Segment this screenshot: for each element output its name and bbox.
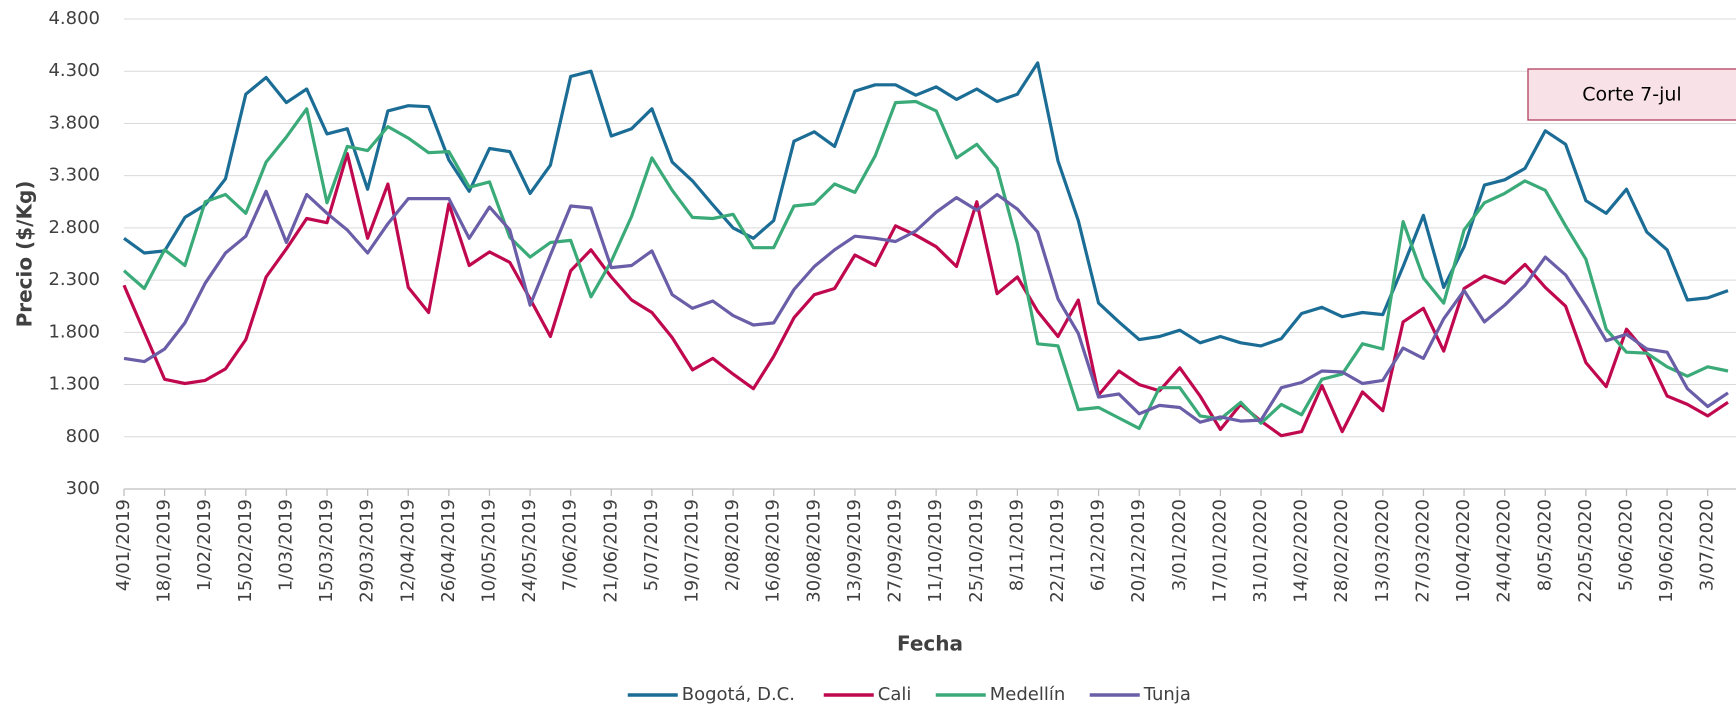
x-tick-label: 4/01/2019 [113, 499, 134, 591]
x-tick-label: 5/07/2019 [641, 499, 662, 591]
x-tick-label: 3/01/2020 [1169, 499, 1190, 591]
x-tick-label: 24/04/2020 [1494, 499, 1515, 603]
legend-label: Tunja [1143, 684, 1191, 705]
series-line [122, 99, 1729, 430]
x-tick-label: 1/02/2019 [194, 499, 215, 591]
x-tick-label: 8/05/2020 [1534, 499, 1555, 591]
x-tick-label: 10/05/2019 [478, 499, 499, 603]
x-tick-label: 19/07/2019 [682, 499, 703, 603]
series-line [122, 152, 1729, 438]
y-tick-label: 4.300 [48, 60, 100, 81]
y-axis-title: Precio ($/Kg) [13, 181, 37, 328]
x-tick-label: 19/06/2020 [1656, 499, 1677, 603]
x-tick-label: 5/06/2020 [1615, 499, 1636, 591]
x-tick-label: 30/08/2019 [803, 499, 824, 603]
x-tick-label: 6/12/2019 [1088, 499, 1109, 591]
x-tick-label: 14/02/2020 [1291, 499, 1312, 603]
x-tick-label: 3/07/2020 [1697, 499, 1718, 591]
y-tick-label: 1.300 [48, 374, 100, 395]
x-tick-label: 22/11/2019 [1047, 499, 1068, 603]
legend-label: Bogotá, D.C. [682, 684, 795, 705]
x-tick-label: 16/08/2019 [763, 499, 784, 603]
y-tick-label: 1.800 [48, 321, 100, 342]
series-line [123, 189, 1729, 424]
x-tick-label: 1/03/2019 [275, 499, 296, 591]
x-tick-label: 18/01/2019 [154, 499, 175, 603]
x-tick-label: 8/11/2019 [1006, 499, 1027, 591]
x-tick-label: 10/04/2020 [1453, 499, 1474, 603]
x-tick-label: 29/03/2019 [357, 499, 378, 603]
y-tick-label: 2.800 [48, 217, 100, 238]
y-tick-label: 3.300 [48, 165, 100, 186]
x-tick-label: 25/10/2019 [966, 499, 987, 603]
x-tick-label: 13/09/2019 [844, 499, 865, 603]
x-tick-label: 20/12/2019 [1128, 499, 1149, 603]
y-tick-label: 800 [66, 426, 100, 447]
legend-label: Cali [878, 684, 912, 705]
series-line [123, 61, 1729, 348]
legend-label: Medellín [990, 684, 1066, 705]
y-tick-label: 3.800 [48, 112, 100, 133]
annotation: Corte 7-jul [1582, 84, 1681, 106]
x-tick-label: 24/05/2019 [519, 499, 540, 603]
x-tick-label: 31/01/2020 [1250, 499, 1271, 603]
x-tick-label: 13/03/2020 [1372, 499, 1393, 603]
x-tick-label: 22/05/2020 [1575, 499, 1596, 603]
x-tick-label: 21/06/2019 [600, 499, 621, 603]
y-tick-label: 2.300 [48, 269, 100, 290]
annotation-box [1527, 68, 1736, 121]
x-tick-label: 7/06/2019 [560, 499, 581, 591]
x-tick-label: 27/03/2020 [1412, 499, 1433, 603]
x-tick-label: 12/04/2019 [397, 499, 418, 603]
x-tick-label: 15/02/2019 [235, 499, 256, 603]
x-tick-label: 15/03/2019 [316, 499, 337, 603]
x-tick-label: 26/04/2019 [438, 499, 459, 603]
x-tick-label: 28/02/2020 [1331, 499, 1352, 603]
x-tick-label: 11/10/2019 [925, 499, 946, 603]
x-axis-title: Fecha [897, 632, 963, 656]
x-tick-label: 27/09/2019 [885, 499, 906, 603]
x-tick-label: 17/01/2020 [1209, 499, 1230, 603]
y-tick-label: 4.800 [48, 8, 100, 29]
x-tick-label: 2/08/2019 [722, 499, 743, 591]
y-tick-label: 300 [66, 478, 100, 499]
